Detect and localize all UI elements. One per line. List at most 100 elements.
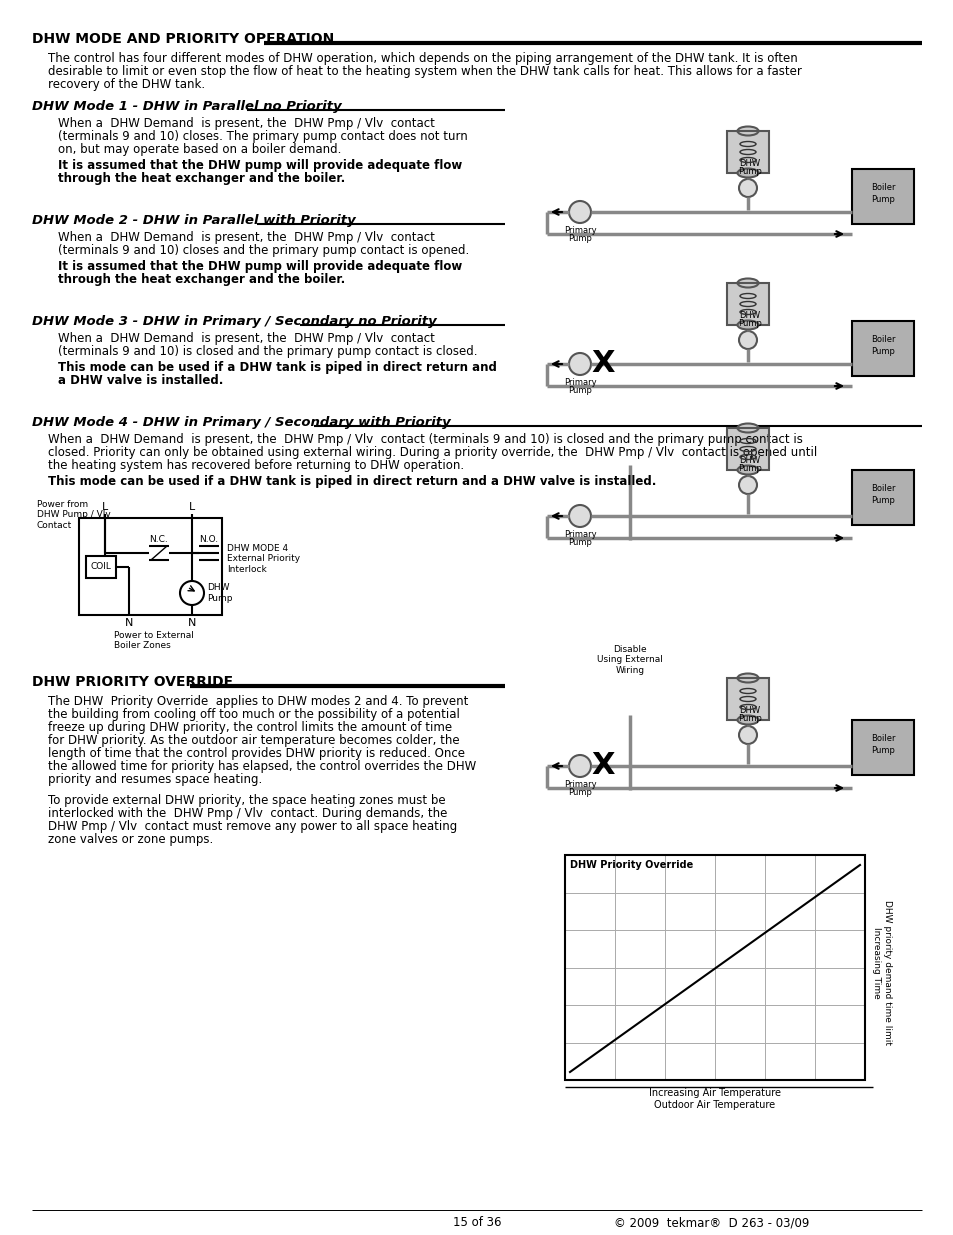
Text: The control has four different modes of DHW operation, which depends on the pipi: The control has four different modes of … xyxy=(48,52,797,65)
Text: for DHW priority. As the outdoor air temperature becomes colder, the: for DHW priority. As the outdoor air tem… xyxy=(48,734,459,747)
Ellipse shape xyxy=(737,126,758,136)
Text: Increasing Time: Increasing Time xyxy=(872,926,881,998)
Text: length of time that the control provides DHW priority is reduced. Once: length of time that the control provides… xyxy=(48,747,464,760)
Circle shape xyxy=(568,201,590,224)
Bar xyxy=(564,855,864,1079)
Text: (terminals 9 and 10) is closed and the primary pump contact is closed.: (terminals 9 and 10) is closed and the p… xyxy=(58,345,477,358)
Text: Pump: Pump xyxy=(567,538,591,547)
Text: Pump: Pump xyxy=(738,464,761,473)
Ellipse shape xyxy=(737,168,758,178)
Text: When a  DHW Demand  is present, the  DHW Pmp / Vlv  contact: When a DHW Demand is present, the DHW Pm… xyxy=(58,231,435,245)
Text: a DHW valve is installed.: a DHW valve is installed. xyxy=(58,374,223,387)
Text: This mode can be used if a DHW tank is piped in direct return and a DHW valve is: This mode can be used if a DHW tank is p… xyxy=(48,475,656,488)
Ellipse shape xyxy=(737,673,758,683)
Text: through the heat exchanger and the boiler.: through the heat exchanger and the boile… xyxy=(58,273,345,287)
Text: on, but may operate based on a boiler demand.: on, but may operate based on a boiler de… xyxy=(58,143,341,156)
Text: To provide external DHW priority, the space heating zones must be: To provide external DHW priority, the sp… xyxy=(48,794,445,806)
Text: N.C.: N.C. xyxy=(150,535,168,543)
Text: interlocked with the  DHW Pmp / Vlv  contact. During demands, the: interlocked with the DHW Pmp / Vlv conta… xyxy=(48,806,447,820)
Text: X: X xyxy=(591,350,614,378)
Text: freeze up during DHW priority, the control limits the amount of time: freeze up during DHW priority, the contr… xyxy=(48,721,452,734)
Text: DHW Priority Override: DHW Priority Override xyxy=(569,860,693,869)
Circle shape xyxy=(739,179,757,198)
Bar xyxy=(726,678,768,720)
Bar xyxy=(851,169,913,224)
Text: Primary: Primary xyxy=(563,530,596,538)
Text: (terminals 9 and 10) closes and the primary pump contact is opened.: (terminals 9 and 10) closes and the prim… xyxy=(58,245,469,257)
Ellipse shape xyxy=(737,424,758,432)
Text: Boiler: Boiler xyxy=(870,183,894,191)
Ellipse shape xyxy=(737,715,758,725)
Bar xyxy=(726,131,768,173)
Text: Boiler: Boiler xyxy=(870,335,894,345)
Text: Outdoor Air Temperature: Outdoor Air Temperature xyxy=(654,1100,775,1110)
Text: DHW Pmp / Vlv  contact must remove any power to all space heating: DHW Pmp / Vlv contact must remove any po… xyxy=(48,820,456,832)
Text: It is assumed that the DHW pump will provide adequate flow: It is assumed that the DHW pump will pro… xyxy=(58,159,462,172)
Text: When a  DHW Demand  is present, the  DHW Pmp / Vlv  contact (terminals 9 and 10): When a DHW Demand is present, the DHW Pm… xyxy=(48,433,802,446)
Text: Pump: Pump xyxy=(738,714,761,722)
Text: Primary: Primary xyxy=(563,378,596,387)
Circle shape xyxy=(568,505,590,527)
Circle shape xyxy=(568,353,590,375)
Text: DHW Mode 2 - DHW in Parallel with Priority: DHW Mode 2 - DHW in Parallel with Priori… xyxy=(32,214,355,227)
Text: DHW Mode 4 - DHW in Primary / Secondary with Priority: DHW Mode 4 - DHW in Primary / Secondary … xyxy=(32,416,450,429)
Text: priority and resumes space heating.: priority and resumes space heating. xyxy=(48,773,262,785)
Bar xyxy=(726,429,768,471)
Bar xyxy=(726,283,768,325)
Text: Pump: Pump xyxy=(870,195,894,204)
Text: © 2009  tekmar®  D 263 - 03/09: © 2009 tekmar® D 263 - 03/09 xyxy=(614,1216,809,1229)
Circle shape xyxy=(739,475,757,494)
Text: It is assumed that the DHW pump will provide adequate flow: It is assumed that the DHW pump will pro… xyxy=(58,261,462,273)
Text: The DHW  Priority Override  applies to DHW modes 2 and 4. To prevent: The DHW Priority Override applies to DHW… xyxy=(48,695,468,708)
Bar xyxy=(851,471,913,525)
Text: N.O.: N.O. xyxy=(199,535,218,543)
Text: DHW Mode 1 - DHW in Parallel no Priority: DHW Mode 1 - DHW in Parallel no Priority xyxy=(32,100,341,112)
Bar xyxy=(851,720,913,776)
Text: zone valves or zone pumps.: zone valves or zone pumps. xyxy=(48,832,213,846)
Text: DHW: DHW xyxy=(739,159,760,168)
Text: COIL: COIL xyxy=(91,562,112,571)
Text: When a  DHW Demand  is present, the  DHW Pmp / Vlv  contact: When a DHW Demand is present, the DHW Pm… xyxy=(58,117,435,130)
Text: DHW: DHW xyxy=(739,706,760,715)
Text: Pump: Pump xyxy=(870,496,894,505)
Bar xyxy=(79,517,222,615)
Text: DHW: DHW xyxy=(739,456,760,466)
Text: Increasing Air Temperature: Increasing Air Temperature xyxy=(648,1088,781,1098)
Text: recovery of the DHW tank.: recovery of the DHW tank. xyxy=(48,78,205,91)
Text: the allowed time for priority has elapsed, the control overrides the DHW: the allowed time for priority has elapse… xyxy=(48,760,476,773)
Circle shape xyxy=(568,755,590,777)
Text: 15 of 36: 15 of 36 xyxy=(453,1216,500,1229)
Text: Pump: Pump xyxy=(870,746,894,755)
Text: DHW MODE AND PRIORITY OPERATION: DHW MODE AND PRIORITY OPERATION xyxy=(32,32,334,46)
Bar xyxy=(851,321,913,375)
Text: Primary: Primary xyxy=(563,781,596,789)
Text: N: N xyxy=(125,618,133,629)
Ellipse shape xyxy=(737,279,758,288)
Bar xyxy=(86,556,116,578)
Text: DHW
Pump: DHW Pump xyxy=(207,583,233,603)
Bar xyxy=(726,283,768,325)
Text: Primary: Primary xyxy=(563,226,596,235)
Bar xyxy=(726,131,768,173)
Text: When a  DHW Demand  is present, the  DHW Pmp / Vlv  contact: When a DHW Demand is present, the DHW Pm… xyxy=(58,332,435,345)
Text: X: X xyxy=(591,752,614,781)
Text: Boiler: Boiler xyxy=(870,734,894,743)
Circle shape xyxy=(180,580,204,605)
Text: Pump: Pump xyxy=(738,319,761,329)
Text: the heating system has recovered before returning to DHW operation.: the heating system has recovered before … xyxy=(48,459,464,472)
Text: desirable to limit or even stop the flow of heat to the heating system when the : desirable to limit or even stop the flow… xyxy=(48,65,801,78)
Text: Pump: Pump xyxy=(738,167,761,177)
Bar xyxy=(726,678,768,720)
Text: DHW Mode 3 - DHW in Primary / Secondary no Priority: DHW Mode 3 - DHW in Primary / Secondary … xyxy=(32,315,436,329)
Text: Pump: Pump xyxy=(567,387,591,395)
Text: DHW: DHW xyxy=(739,311,760,320)
Text: closed. Priority can only be obtained using external wiring. During a priority o: closed. Priority can only be obtained us… xyxy=(48,446,817,459)
Text: DHW MODE 4
External Priority
Interlock: DHW MODE 4 External Priority Interlock xyxy=(227,543,300,574)
Text: Pump: Pump xyxy=(870,347,894,356)
Ellipse shape xyxy=(737,466,758,474)
Ellipse shape xyxy=(737,321,758,330)
Text: Pump: Pump xyxy=(567,788,591,797)
Text: Power to External
Boiler Zones: Power to External Boiler Zones xyxy=(113,631,193,651)
Bar xyxy=(726,429,768,471)
Text: DHW priority demand time limit: DHW priority demand time limit xyxy=(882,900,892,1045)
